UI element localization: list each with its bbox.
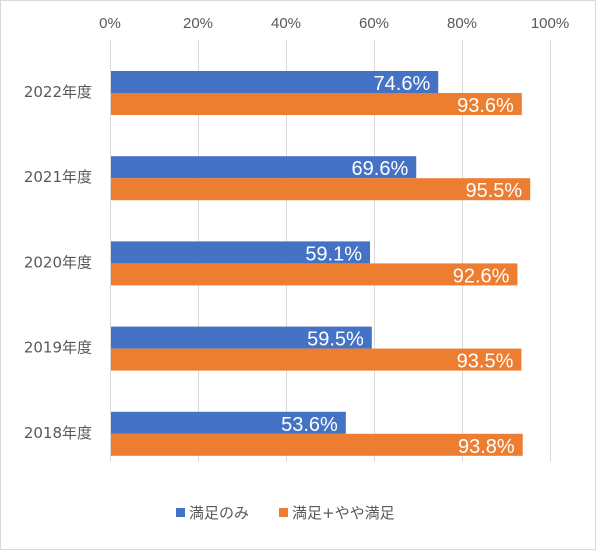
data-label: 93.6% [457,95,514,117]
bar-satisfied-only [110,71,439,93]
bar-satisfied-only [110,411,346,434]
bar-satisfied-only [110,156,417,179]
x-tick-label: 20% [183,15,213,32]
data-label: 95.5% [465,180,522,202]
data-label: 53.6% [281,414,338,436]
bar-satisfied-only [110,326,372,349]
data-label: 59.1% [305,243,362,265]
category-label: 2022年度 [24,83,92,101]
legend-label: 満足のみ [189,504,249,522]
x-tick-label: 0% [99,15,121,32]
bar-satisfied-only [110,241,371,264]
data-label: 93.8% [458,436,515,458]
data-label: 69.6% [352,158,409,180]
bar-satisfied-plus [110,348,522,371]
x-tick-label: 100% [531,15,569,32]
category-label: 2018年度 [24,424,92,442]
data-label: 59.5% [307,329,364,351]
legend-label: 満足+やや満足 [292,504,395,522]
x-tick-label: 40% [271,15,301,32]
legend-swatch [279,508,288,517]
bar-satisfied-plus [110,263,518,286]
category-label: 2020年度 [24,253,92,271]
category-label: 2021年度 [24,168,92,186]
data-label: 93.5% [457,351,514,373]
bar-satisfied-plus [110,178,531,201]
data-label: 92.6% [453,265,510,287]
x-tick-label: 80% [447,15,477,32]
data-label: 74.6% [374,73,431,95]
bar-satisfied-plus [110,93,522,115]
x-tick-label: 60% [359,15,389,32]
category-label: 2019年度 [24,339,92,357]
legend-swatch [176,508,185,517]
bar-satisfied-plus [110,433,523,456]
